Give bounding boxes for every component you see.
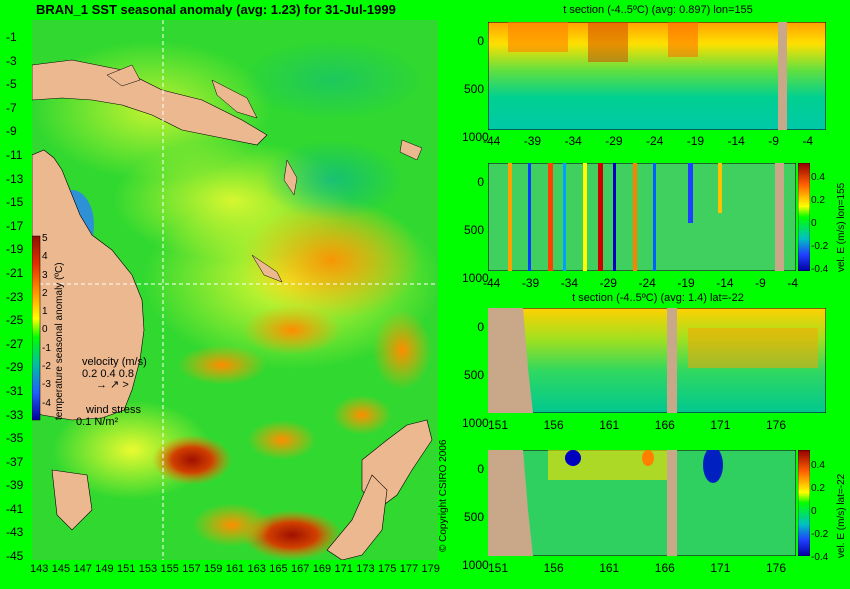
section1-plot: [488, 22, 826, 130]
section4-x-ticks: 151 156 161 166 171 176: [488, 561, 786, 575]
sst-anomaly-map: [32, 20, 438, 560]
australia-landmass: [32, 149, 145, 421]
colorbar-label: temperature seasonal anomaly (ºC): [54, 262, 65, 420]
lon-tick-labels: 143 145 147 149 151 153 155 157 159 161 163 165 …: [30, 563, 440, 575]
section4-plot: [488, 450, 796, 556]
section4-side-label: vel. E (m/s) lat=-22: [836, 473, 847, 558]
section2-colorbar: [798, 163, 810, 271]
section3-title: t section (-4..5ºC) (avg: 1.4) lat=-22: [572, 292, 744, 304]
section4-colorbar-ticks: 0.4 0.2 0 -0.2 -0.4: [811, 460, 829, 563]
section2-side-label: vel. E (m/s) lon=155: [836, 182, 847, 272]
copyright-text: © Copyright CSIRO 2006: [438, 439, 449, 552]
section3-x-ticks: 151 156 161 166 171 176: [488, 418, 786, 432]
sst-colorbar: [32, 235, 41, 421]
fiji-islands: [399, 139, 423, 161]
section1-title: t section (-4..5ºC) (avg: 0.897) lon=155: [563, 4, 753, 16]
velocity-legend-title: velocity (m/s): [82, 356, 147, 368]
vanuatu-islands: [283, 159, 298, 196]
lat-tick-labels: -1 -3 -5 -7 -9 -11 -13 -15 -17 -19 -21 -23 -25 -2…: [6, 30, 24, 564]
section4-land: [488, 450, 533, 556]
new-guinea-landmass: [32, 59, 268, 146]
section2-plot: [488, 163, 796, 271]
section3-y-ticks: 0 500 1000: [462, 320, 489, 430]
map-title: BRAN_1 SST seasonal anomaly (avg: 1.23) …: [36, 2, 396, 17]
section2-y-ticks: 0 500 1000: [462, 175, 489, 285]
velocity-legend-arrows: → ↗ >: [96, 379, 129, 391]
section2-land: [775, 163, 784, 271]
section3-plot: [488, 308, 826, 413]
tasmania-landmass: [51, 469, 93, 531]
section1-y-ticks: 0 500 1000: [462, 34, 489, 144]
section1-land: [778, 22, 787, 130]
section4-y-ticks: 0 500 1000: [462, 462, 489, 572]
section1-x-ticks: -44 -39 -34 -29 -24 -19 -14 -9 -4: [483, 134, 813, 148]
section3-land: [488, 308, 533, 413]
new-caledonia-island: [251, 254, 283, 283]
colorbar-ticks: 5 4 3 2 1 0 -1 -2 -3 -4: [42, 233, 51, 409]
section4-colorbar: [798, 450, 810, 556]
section2-x-ticks: -44 -39 -34 -29 -24 -19 -14 -9 -4: [483, 276, 798, 290]
velocity-legend-values: 0.2 0.4 0.8: [82, 368, 134, 380]
wind-legend-title: wind stress: [86, 404, 142, 416]
section2-colorbar-ticks: 0.4 0.2 0 -0.2 -0.4: [811, 172, 829, 275]
wind-legend-value: 0.1 N/m²: [76, 416, 119, 428]
